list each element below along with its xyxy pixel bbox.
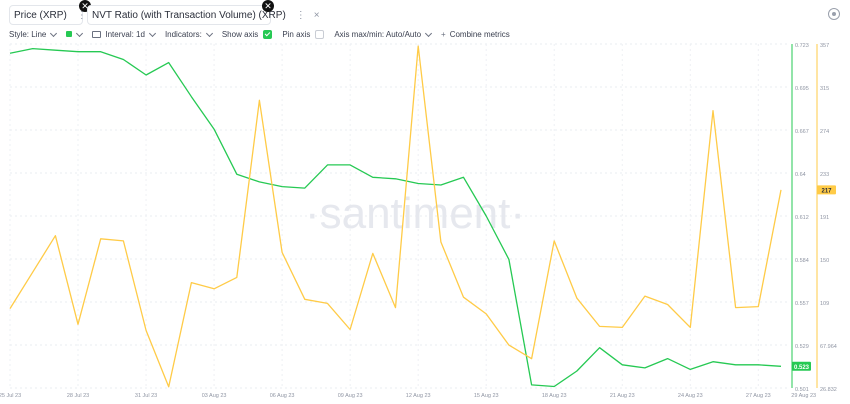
x-tick-label: 25 Jul 23 (0, 393, 21, 399)
y-left-tick-label: 0.612 (795, 215, 809, 221)
y-left-tick-label: 0.501 (795, 387, 809, 393)
style-label: Style: Line (9, 29, 47, 39)
color-swatch-icon (66, 31, 73, 37)
nvt-series-line[interactable] (9, 45, 782, 388)
show-axis-toggle[interactable]: Show axis (221, 29, 273, 39)
metric-label: Price (XRP) (14, 9, 67, 21)
remove-metric-icon[interactable]: × (313, 9, 320, 21)
pin-axis-checkbox[interactable] (315, 29, 325, 39)
more-options-icon[interactable]: ⋮ (295, 9, 306, 21)
indicators-label: Indicators: (164, 29, 202, 39)
y-left-tick-label: 0.584 (795, 258, 809, 264)
y-right-tick-label: 191 (820, 215, 829, 221)
settings-icon[interactable] (828, 8, 840, 20)
last-value-label: 0.523 (794, 365, 810, 371)
chart-grid (9, 43, 790, 389)
x-tick-label: 24 Aug 23 (678, 393, 703, 399)
x-tick-label: 12 Aug 23 (406, 393, 431, 399)
y-right-tick-label: 315 (820, 86, 829, 92)
combine-metrics-button[interactable]: + Combine metrics (441, 30, 510, 39)
last-value-badge (792, 361, 811, 371)
show-axis-checkbox[interactable] (263, 29, 273, 39)
x-tick-label: 27 Aug 23 (746, 393, 771, 399)
interval-dropdown[interactable]: Interval: 1d (92, 29, 156, 39)
color-dropdown[interactable] (66, 29, 84, 37)
y-left-tick-label: 0.667 (795, 129, 809, 135)
y-right-tick-label: 26.832 (820, 387, 837, 393)
metric-label: NVT Ratio (with Transaction Volume) (XRP… (92, 9, 286, 21)
combine-metrics-label: Combine metrics (449, 29, 510, 39)
plus-icon: + (441, 29, 446, 39)
y-right-tick-label: 67.964 (820, 344, 837, 350)
more-options-icon[interactable]: ⋮ (76, 9, 87, 21)
y-left-tick-label: 0.723 (795, 43, 809, 49)
chart-toolbar: Style: Line Interval: 1d Indicators: Sho… (9, 27, 520, 41)
x-tick-label: 15 Aug 23 (474, 393, 499, 399)
price-series-line[interactable] (9, 47, 782, 388)
y-right-tick-label: 150 (820, 258, 829, 264)
indicators-dropdown[interactable]: Indicators: (164, 29, 213, 39)
pin-axis-toggle[interactable]: Pin axis (282, 29, 325, 39)
y-left-tick-label: 0.557 (795, 301, 809, 307)
y-left-tick-label: 0.695 (795, 86, 809, 92)
close-icon[interactable]: ✕ (262, 0, 274, 12)
x-tick-label: 18 Aug 23 (542, 393, 567, 399)
y-right-tick-label: 274 (820, 129, 829, 135)
y-right-tick-label: 357 (820, 43, 829, 49)
x-tick-label: 28 Jul 23 (67, 393, 89, 399)
y-right-tick-label: 233 (820, 172, 829, 178)
x-tick-label: 29 Aug 23 (791, 393, 816, 399)
y-left-tick-label: 0.64 (795, 172, 806, 178)
pin-axis-label: Pin axis (282, 29, 311, 39)
interval-label: Interval: 1d (105, 29, 145, 39)
y-left-tick-label: 0.529 (795, 344, 809, 350)
calendar-icon (92, 30, 102, 38)
x-tick-label: 03 Aug 23 (202, 393, 227, 399)
axis-maxmin-label: Axis max/min: Auto/Auto (334, 29, 422, 39)
x-tick-label: 21 Aug 23 (610, 393, 635, 399)
x-tick-label: 31 Jul 23 (135, 393, 157, 399)
axis-maxmin-dropdown[interactable]: Axis max/min: Auto/Auto (334, 29, 433, 39)
last-value-badge (817, 185, 836, 195)
x-tick-label: 09 Aug 23 (338, 393, 363, 399)
watermark: ·santiment· (305, 189, 525, 238)
x-tick-label: 06 Aug 23 (270, 393, 295, 399)
show-axis-label: Show axis (221, 29, 259, 39)
last-value-label: 217 (821, 188, 832, 194)
metric-pill-nvt[interactable]: NVT Ratio (with Transaction Volume) (XRP… (87, 0, 320, 25)
style-dropdown[interactable]: Style: Line (9, 29, 58, 39)
y-right-tick-label: 109 (820, 301, 829, 307)
